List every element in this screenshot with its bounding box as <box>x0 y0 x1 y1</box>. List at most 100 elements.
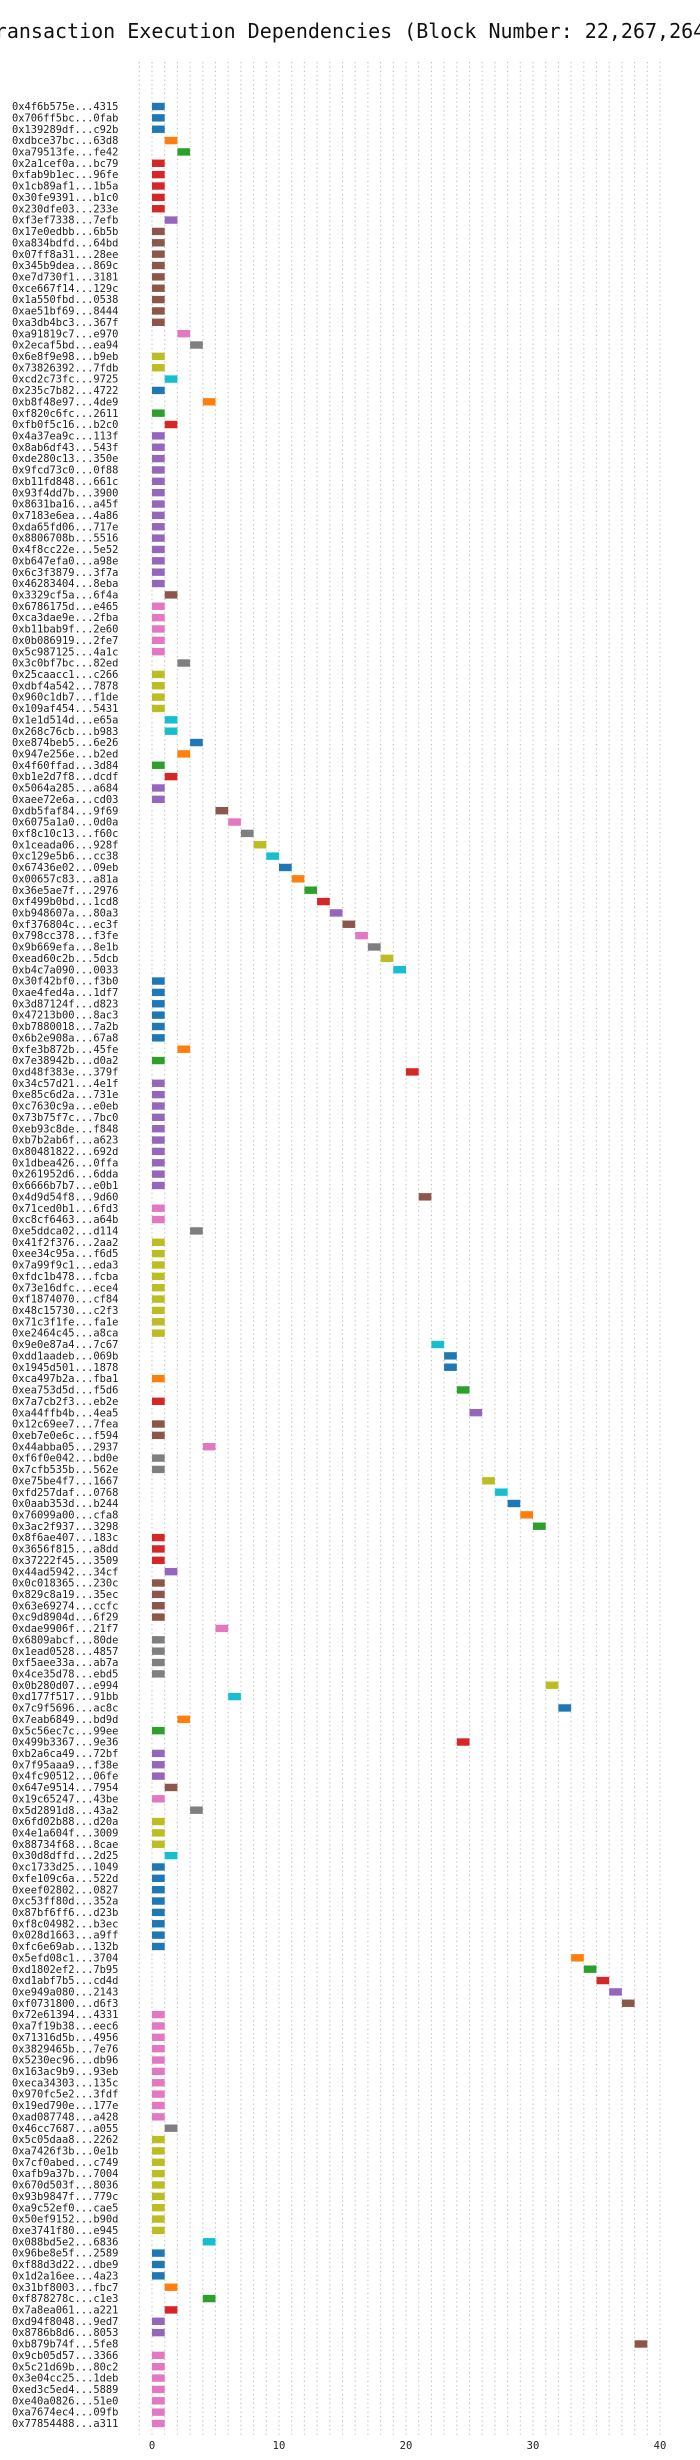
transaction-bar <box>152 454 165 463</box>
transaction-bar <box>164 420 178 429</box>
x-tick-label: 10 <box>273 2440 286 2452</box>
transaction-bar <box>152 488 165 497</box>
transaction-bar <box>152 1670 165 1678</box>
transaction-bar <box>152 2317 165 2325</box>
transaction-label: 0xe40a0826...51e0 <box>12 2395 118 2407</box>
transaction-label: 0x947e256e...b2ed <box>12 748 118 760</box>
transaction-label: 0x960c1db7...f1de <box>12 692 118 704</box>
transaction-label: 0x19c65247...43be <box>12 1793 118 1805</box>
transaction-bar <box>202 2294 216 2303</box>
transaction-bar <box>152 1318 165 1326</box>
transaction-bar <box>152 2272 165 2280</box>
transaction-label: 0xa79513fe...fe42 <box>12 147 118 159</box>
transaction-label: 0x1ead0528...4857 <box>12 1646 118 1658</box>
transaction-bar <box>152 1159 165 1167</box>
transaction-bar <box>304 886 318 894</box>
transaction-label: 0xf878278c...c1e3 <box>12 2293 118 2305</box>
transaction-label: 0xe5ddca02...d114 <box>12 1226 118 1238</box>
transaction-bar <box>152 2408 165 2416</box>
transaction-label: 0x9fcd73c0...0f88 <box>12 465 118 477</box>
transaction-bar <box>152 284 165 292</box>
transaction-bar <box>152 295 165 304</box>
transaction-bar <box>152 2010 165 2019</box>
transaction-bar <box>152 1885 165 1894</box>
transaction-label: 0xeca34303...135c <box>12 2077 118 2089</box>
transaction-label: 0xb7880018...7a2b <box>12 1021 118 1033</box>
transaction-bar <box>152 2397 165 2405</box>
transaction-label: 0xf8c10c13...f60c <box>12 828 118 840</box>
transaction-bar <box>152 1749 165 1758</box>
transaction-bar <box>152 1295 165 1303</box>
transaction-bar <box>164 772 178 781</box>
transaction-bar <box>571 1954 584 1962</box>
transaction-label: 0xe7d730f1...3181 <box>12 271 118 283</box>
transaction-bar <box>202 398 216 406</box>
transaction-bar <box>482 1477 495 1485</box>
transaction-bar <box>152 1908 165 1917</box>
transaction-label: 0xc7630c9a...e0eb <box>12 1101 118 1113</box>
transaction-label: 0xf0731800...d6f3 <box>12 1998 118 2010</box>
transaction-bar <box>152 170 165 179</box>
transaction-label: 0x73b75f7c...7bc0 <box>12 1112 118 1124</box>
transaction-label: 0x5c56ec7c...99ee <box>12 1725 118 1737</box>
transaction-bar <box>520 1511 533 1519</box>
transaction-bar <box>152 1545 165 1553</box>
transaction-label: 0x5d2891d8...43a2 <box>12 1805 118 1817</box>
transaction-bar <box>152 2113 165 2121</box>
transaction-label: 0xfdc1b478...fcba <box>12 1271 118 1283</box>
transaction-bar <box>152 557 165 565</box>
transaction-label: 0x7183e6ea...4a86 <box>12 510 118 522</box>
transaction-bar <box>152 1920 165 1928</box>
transaction-bar <box>545 1681 559 1689</box>
chart-title: Transaction Execution Dependencies (Bloc… <box>0 19 700 43</box>
transaction-label: 0x71c3f1fe...fa1e <box>12 1316 118 1328</box>
transaction-bar <box>317 897 330 906</box>
transaction-bar <box>152 1726 165 1735</box>
transaction-bar <box>152 1000 165 1008</box>
transaction-bar <box>152 2249 165 2257</box>
x-tick-label: 20 <box>400 2440 413 2452</box>
transaction-label: 0xca3dae9e...2fba <box>12 612 118 624</box>
transaction-bar <box>152 693 165 701</box>
transaction-label: 0xa7f19b38...eec6 <box>12 2021 118 2033</box>
transaction-label: 0x47213b00...8ac3 <box>12 1010 118 1022</box>
transaction-bar <box>152 2056 165 2064</box>
transaction-label: 0xe85c6d2a...731e <box>12 1089 118 1101</box>
transaction-bar <box>152 670 165 679</box>
transaction-label: 0x71316d5b...4956 <box>12 2032 118 2044</box>
transaction-bar <box>202 1443 216 1451</box>
transaction-label: 0x7a99f9c1...eda3 <box>12 1260 118 1272</box>
transaction-label: 0x6fd02b88...d20a <box>12 1816 118 1828</box>
transaction-label: 0x3329cf5a...6f4a <box>12 589 118 601</box>
transaction-label: 0x46cc7687...a055 <box>12 2123 118 2135</box>
transaction-bar <box>152 2079 165 2087</box>
transaction-label: 0x37222f45...3509 <box>12 1555 118 1567</box>
transaction-label: 0x0aab353d...b244 <box>12 1498 118 1510</box>
transaction-bar <box>152 534 165 542</box>
transaction-label: 0xead60c2b...5dcb <box>12 953 118 965</box>
transaction-label: 0x499b3367...9e36 <box>12 1737 118 1749</box>
transaction-bar <box>418 1193 432 1201</box>
transaction-bar <box>152 466 165 474</box>
transaction-bar <box>152 2033 165 2042</box>
transaction-bar <box>152 443 165 451</box>
transaction-bar <box>228 818 241 826</box>
transaction-label: 0x2a1cef0a...bc79 <box>12 158 118 170</box>
transaction-bar <box>152 2192 165 2201</box>
transaction-label: 0xfd257daf...0768 <box>12 1487 118 1499</box>
transaction-label: 0x4f8cc22e...5e52 <box>12 544 118 556</box>
transaction-bar <box>583 1965 597 1973</box>
transaction-label: 0x8f6ae407...183c <box>12 1532 118 1544</box>
transaction-bar <box>152 977 165 985</box>
transaction-bar <box>152 2067 165 2076</box>
transaction-bar <box>152 545 165 554</box>
transaction-label: 0x7f95aaa9...f38e <box>12 1759 118 1771</box>
transaction-bar <box>152 784 165 792</box>
transaction-bar <box>152 2044 165 2053</box>
transaction-label: 0xce667f14...129c <box>12 283 118 295</box>
transaction-bar <box>177 1045 191 1053</box>
transaction-bar <box>164 2124 178 2132</box>
transaction-label: 0x76099a00...cfa8 <box>12 1509 118 1521</box>
transaction-label: 0xfb0f5c16...b2c0 <box>12 419 118 431</box>
transaction-label: 0xf1874070...cf84 <box>12 1294 118 1306</box>
